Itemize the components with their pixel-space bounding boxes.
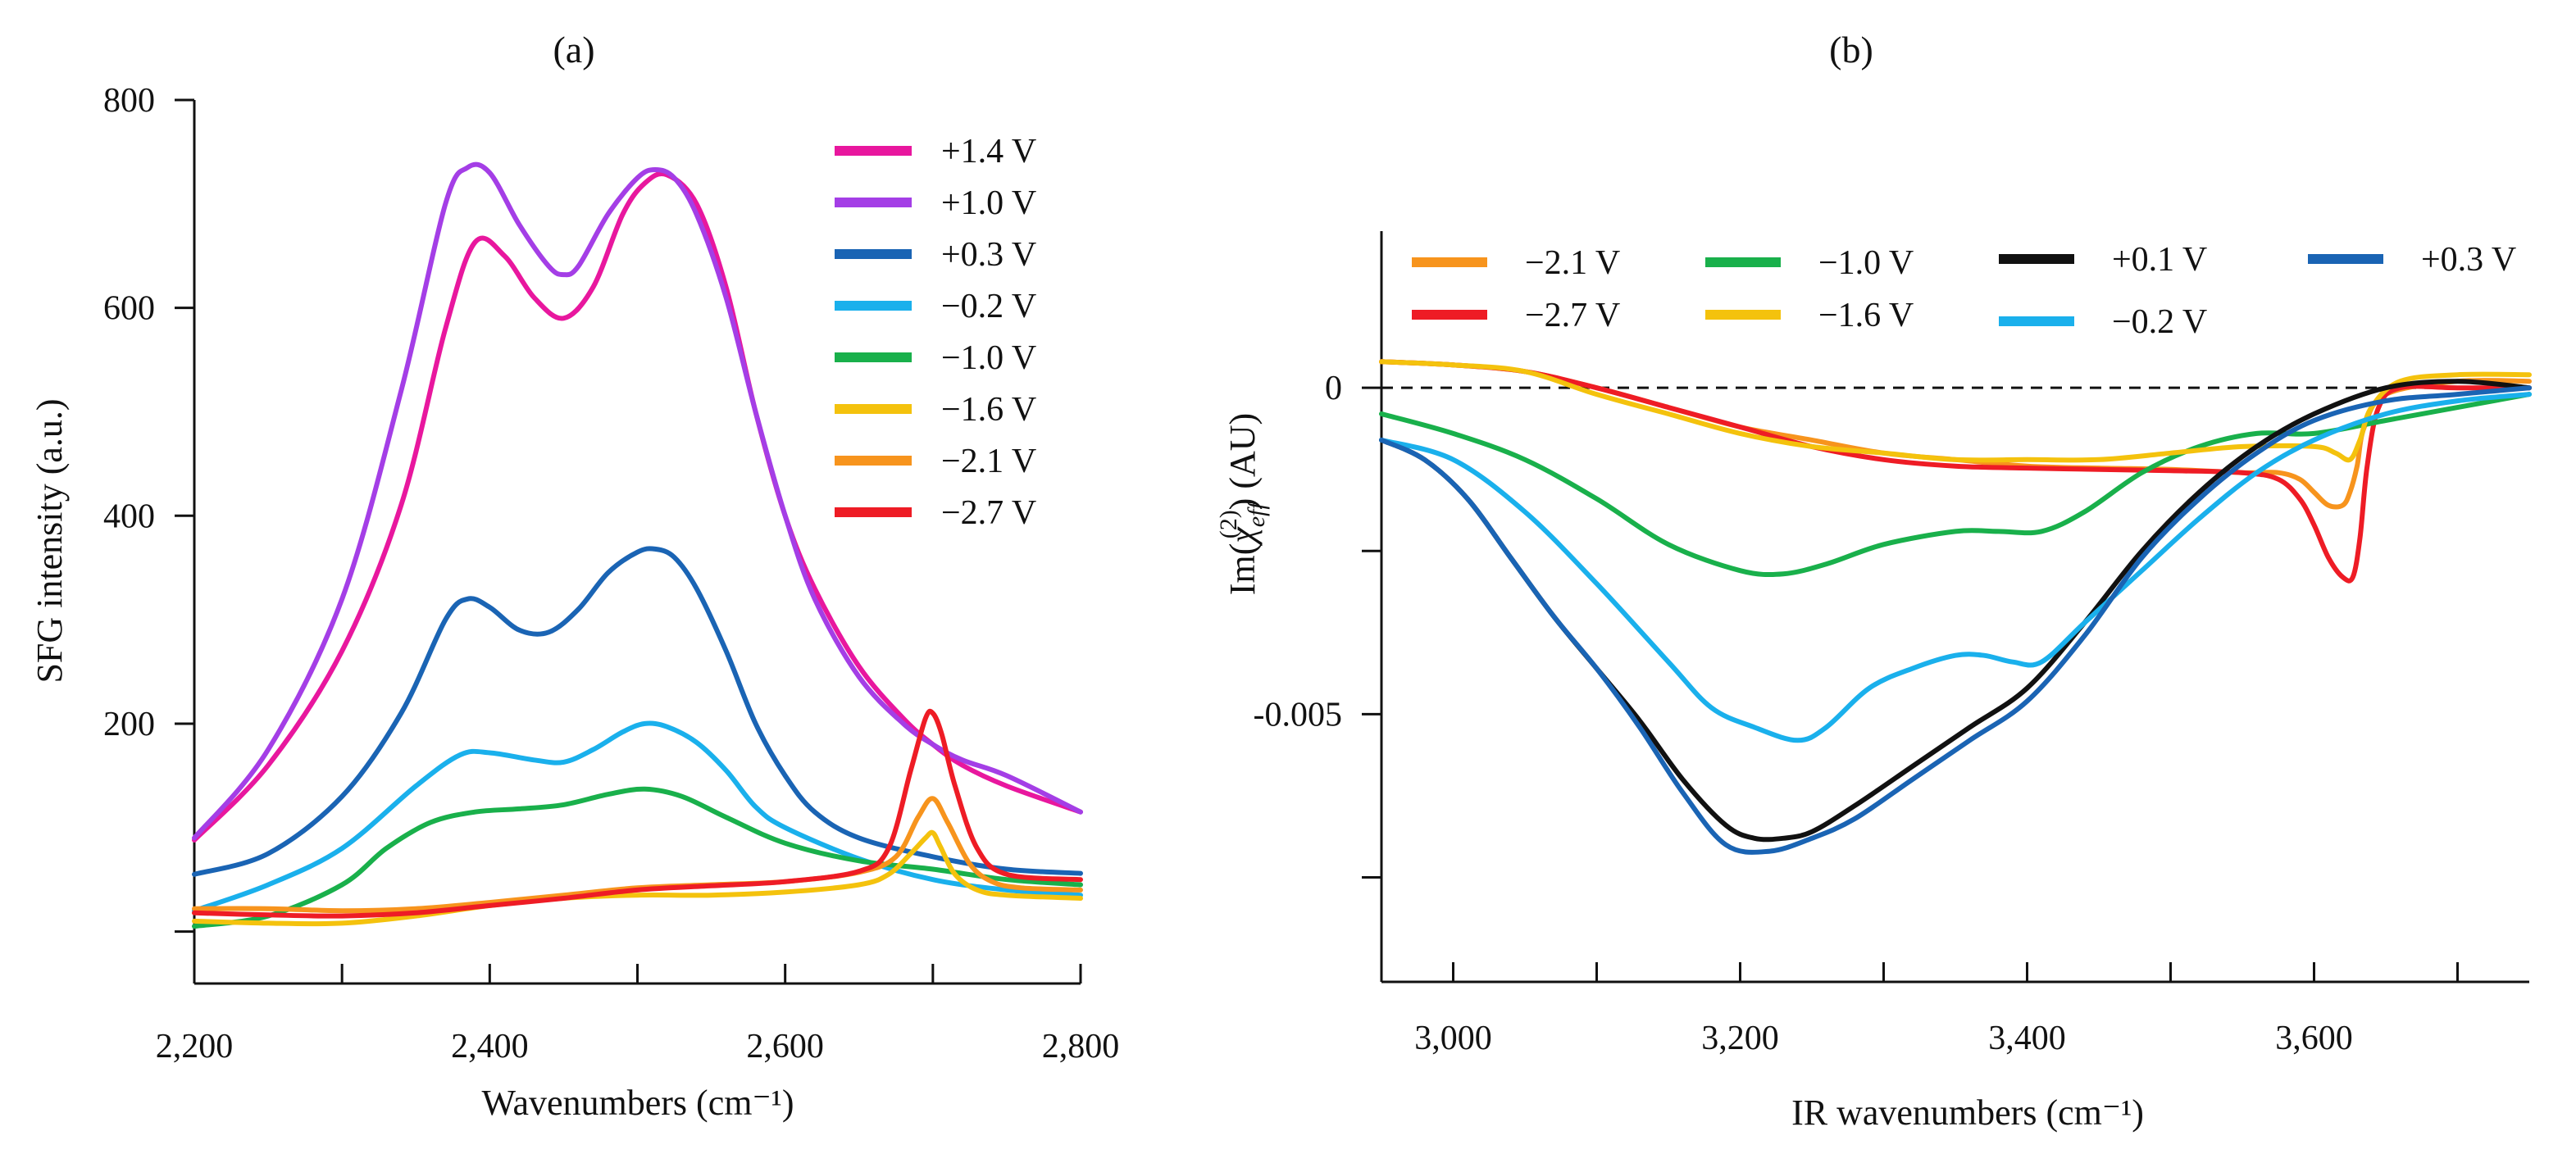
- panel-a-x-ticks: 2,200 2,400 2,600 2,800: [156, 964, 1120, 1065]
- panel-b-x-ticks: 3,000 3,200 3,400 3,600: [1414, 962, 2459, 1057]
- panel-b-legend: −2.1 V −2.7 V −1.0 V −1.6 V +0.1 V −0.2 V +0.3…: [1412, 241, 2516, 341]
- series-line-minus-1-6-v: [192, 829, 1083, 927]
- legend-item-plus-0-3-v: +0.3 V: [2308, 241, 2516, 279]
- series-line-plus-0-3-v: [192, 546, 1083, 877]
- y-tick-label: 0: [1325, 370, 1342, 407]
- series-line-minus-1-6-v: [1379, 359, 2532, 463]
- panel-a-title: (a): [553, 29, 594, 70]
- legend-label: +0.1 V: [2112, 241, 2207, 279]
- series-line-plus-1-0-v: [192, 161, 1083, 841]
- x-tick-label: 3,200: [1701, 1020, 1779, 1057]
- legend-item-minus-2-1-v: −2.1 V: [1412, 244, 1620, 282]
- legend-item-plus-0-3-v: +0.3 V: [835, 236, 1036, 274]
- legend-item-minus-2-7-v: −2.7 V: [835, 494, 1036, 532]
- panel-b: (b) 3,000 3,200 3,400 3,600 0 -0.005 IR wave…: [1215, 29, 2532, 1133]
- panel-a-y-ticks: 200 400 600 800: [103, 82, 194, 934]
- y-tick-label: 400: [103, 497, 155, 535]
- legend-item-minus-0-2-v: −0.2 V: [1999, 303, 2207, 341]
- series-line-minus-2-1-v: [1379, 359, 2532, 510]
- legend-item-minus-1-6-v: −1.6 V: [835, 391, 1036, 429]
- legend-label: −2.1 V: [941, 443, 1036, 480]
- panel-b-title: (b): [1829, 29, 1873, 70]
- y-tick-label: -0.005: [1254, 696, 1343, 734]
- x-tick-label: 2,200: [156, 1028, 234, 1065]
- panel-a-x-label: Wavenumbers (cm⁻¹): [481, 1083, 794, 1123]
- x-tick-label: 2,400: [451, 1028, 529, 1065]
- series-line-minus-2-7-v: [1379, 359, 2532, 584]
- legend-item-plus-1-0-v: +1.0 V: [835, 184, 1036, 222]
- legend-label: +0.3 V: [2421, 241, 2516, 279]
- legend-item-plus-1-4-v: +1.4 V: [835, 133, 1036, 170]
- legend-label: −1.0 V: [1818, 244, 1914, 282]
- series-line-minus-1-0-v: [192, 786, 1083, 929]
- legend-label: −1.6 V: [941, 391, 1036, 429]
- y-tick-label: 800: [103, 82, 155, 120]
- panel-a-series-lines: [192, 161, 1083, 929]
- legend-item-minus-0-2-v: −0.2 V: [835, 288, 1036, 325]
- legend-item-minus-2-1-v: −2.1 V: [835, 443, 1036, 480]
- legend-label: −1.6 V: [1818, 297, 1914, 334]
- panel-b-x-label: IR wavenumbers (cm⁻¹): [1791, 1093, 2144, 1133]
- series-line-plus-0-3-v: [1379, 385, 2532, 855]
- x-tick-label: 3,000: [1414, 1020, 1492, 1057]
- panel-b-y-ticks: 0 -0.005: [1254, 370, 1381, 879]
- panel-a-legend: +1.4 V +1.0 V +0.3 V −0.2 V −1.0 V −1.6 V −2.1…: [835, 133, 1036, 532]
- panel-a-y-label: SFG intensity (a.u.): [30, 398, 70, 683]
- x-tick-label: 3,600: [2275, 1020, 2353, 1057]
- panel-b-axes: [1380, 231, 2529, 984]
- series-line-minus-0-2-v: [1379, 392, 2532, 743]
- legend-label: −2.1 V: [1525, 244, 1620, 282]
- legend-item-minus-1-0-v: −1.0 V: [835, 339, 1036, 377]
- series-line-minus-2-7-v: [192, 708, 1083, 919]
- legend-label: −1.0 V: [941, 339, 1036, 377]
- series-line-plus-1-4-v: [192, 170, 1083, 843]
- legend-item-minus-2-7-v: −2.7 V: [1412, 297, 1620, 334]
- panel-a: (a) 2,200 2,400 2,600 2,800 200 400 600 800 Wa…: [30, 29, 1119, 1123]
- y-tick-label: 200: [103, 706, 155, 743]
- series-line-minus-1-0-v: [1379, 392, 2532, 578]
- legend-item-minus-1-0-v: −1.0 V: [1705, 244, 1914, 282]
- panel-b-y-label: Im(χeff(2)) (AU): [1215, 413, 1270, 595]
- legend-item-plus-0-1-v: +0.1 V: [1999, 241, 2207, 279]
- x-tick-label: 3,400: [1988, 1020, 2066, 1057]
- legend-label: +0.3 V: [941, 236, 1036, 274]
- panel-b-series-lines: [1379, 359, 2532, 855]
- legend-label: −0.2 V: [941, 288, 1036, 325]
- legend-label: +1.0 V: [941, 184, 1036, 222]
- legend-item-minus-1-6-v: −1.6 V: [1705, 297, 1914, 334]
- x-tick-label: 2,800: [1042, 1028, 1120, 1065]
- y-tick-label: 600: [103, 290, 155, 328]
- panel-a-axes: [193, 100, 1081, 985]
- legend-label: +1.4 V: [941, 133, 1036, 170]
- x-tick-label: 2,600: [746, 1028, 824, 1065]
- legend-label: −2.7 V: [941, 494, 1036, 532]
- legend-label: −2.7 V: [1525, 297, 1620, 334]
- legend-label: −0.2 V: [2112, 303, 2207, 341]
